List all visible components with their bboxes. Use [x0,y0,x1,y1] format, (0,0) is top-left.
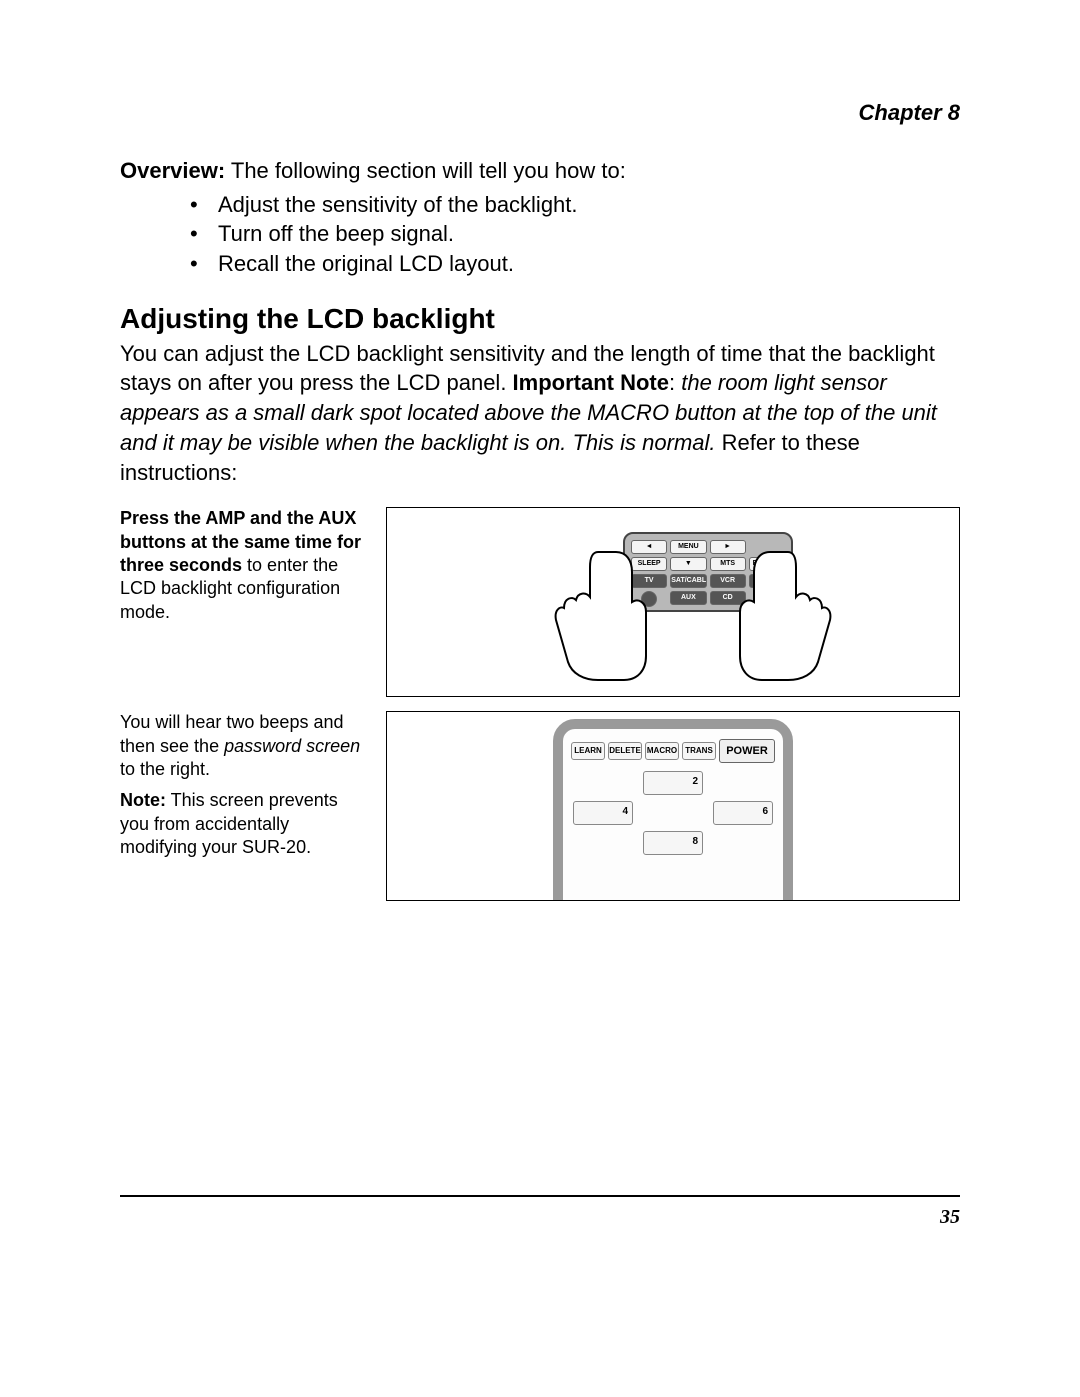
hand-right-icon [728,542,848,682]
footer-spacer [0,1247,1080,1397]
step-1-figure: ◄ MENU ► SLEEP ▼ MTS RECALL TV SAT/CABLE… [386,507,960,697]
lcd-btn-learn: LEARN [571,742,605,760]
step-1: Press the AMP and the AUX buttons at the… [120,507,960,697]
bullet-item: Adjust the sensitivity of the backlight. [190,190,960,220]
section-heading: Adjusting the LCD backlight [120,303,960,335]
important-label: Important Note [513,370,669,395]
step-2-post: to the right. [120,759,210,779]
remote-btn-aux: AUX [670,591,706,605]
remote-btn: ▼ [670,557,706,571]
lcd-btn-macro: MACRO [645,742,679,760]
bullet-item: Recall the original LCD layout. [190,249,960,279]
overview-paragraph: Overview: The following section will tel… [120,156,960,186]
bullet-item: Turn off the beep signal. [190,219,960,249]
lcd-num-8: 8 [643,831,703,855]
step-2-figure: LEARN DELETE MACRO TRANS POWER 2 4 [386,711,960,901]
step-2-text: You will hear two beeps and then see the… [120,711,370,859]
important-colon: : [669,370,681,395]
lcd-btn-delete: DELETE [608,742,642,760]
remote-btn-sat: SAT/CABLE [670,574,706,588]
remote-btn: MENU [670,540,706,554]
lcd-num-6: 6 [713,801,773,825]
lcd-num-2: 2 [643,771,703,795]
step-2-note-label: Note: [120,790,166,810]
chapter-header: Chapter 8 [120,100,960,126]
step-2-italic: password screen [224,736,360,756]
page-number: 35 [940,1206,960,1229]
overview-bullets: Adjust the sensitivity of the backlight.… [120,190,960,279]
step-2-note: Note: This screen prevents you from acci… [120,789,370,859]
section-paragraph: You can adjust the LCD backlight sensiti… [120,339,960,487]
lcd-btn-trans: TRANS [682,742,716,760]
overview-label: Overview: [120,158,225,183]
lcd-btn-power: POWER [719,739,775,763]
step-1-text: Press the AMP and the AUX buttons at the… [120,507,370,624]
hand-left-icon [538,542,658,682]
footer-rule [120,1195,960,1197]
step-2: You will hear two beeps and then see the… [120,711,960,901]
lcd-num-4: 4 [573,801,633,825]
step-2-line1: You will hear two beeps and then see the… [120,711,370,781]
overview-intro: The following section will tell you how … [225,158,626,183]
